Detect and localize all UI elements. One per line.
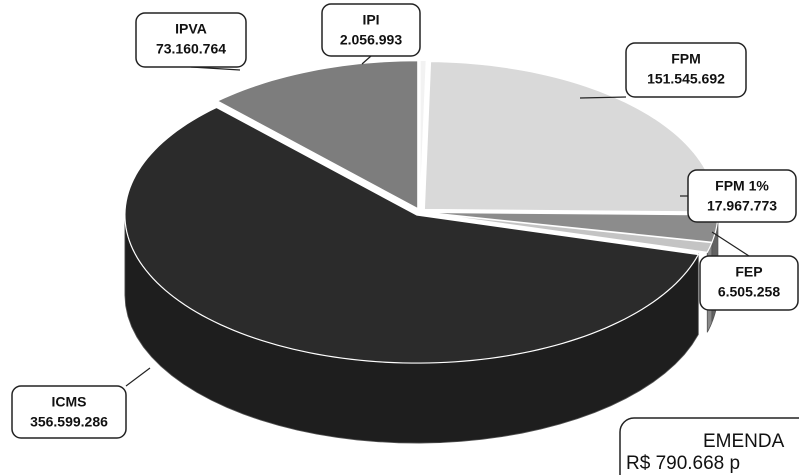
annotation-box: EMENDA R$ 790.668 p bbox=[619, 417, 799, 475]
value-label: 73.160.764 bbox=[156, 41, 226, 57]
label-box bbox=[687, 169, 797, 223]
label-name: IPI bbox=[362, 12, 379, 28]
slice bbox=[216, 60, 419, 210]
label-box bbox=[625, 42, 747, 98]
annotation: R$ 790.668 p bbox=[626, 453, 740, 474]
leader-line bbox=[711, 231, 750, 257]
labels: IPI 2.056.993 FPM 151.545.692 FPM 1% 17.967.7… bbox=[11, 3, 799, 439]
label-name: FPM bbox=[671, 51, 701, 67]
label-box bbox=[135, 12, 247, 68]
label-box bbox=[11, 385, 127, 439]
leader-line bbox=[579, 96, 627, 99]
value-label: 151.545.692 bbox=[647, 71, 725, 87]
label-name: FEP bbox=[735, 264, 762, 280]
annotation-frame bbox=[619, 417, 799, 475]
value-label: 17.967.773 bbox=[707, 198, 777, 214]
label-box bbox=[321, 3, 421, 57]
value-label: 356.599.286 bbox=[30, 414, 108, 430]
annotation: EMENDA bbox=[703, 431, 785, 452]
leader-line bbox=[125, 367, 151, 387]
pie-tops bbox=[124, 59, 719, 364]
slice bbox=[124, 106, 700, 364]
slice bbox=[419, 59, 427, 209]
label-name: FPM 1% bbox=[715, 178, 769, 194]
label-box bbox=[699, 255, 799, 311]
leader-line bbox=[361, 55, 372, 65]
value-label: 2.056.993 bbox=[340, 32, 402, 48]
label-name: IPVA bbox=[175, 21, 207, 37]
label-name: ICMS bbox=[52, 394, 87, 410]
slice bbox=[425, 212, 713, 253]
value-label: 6.505.258 bbox=[718, 284, 780, 300]
